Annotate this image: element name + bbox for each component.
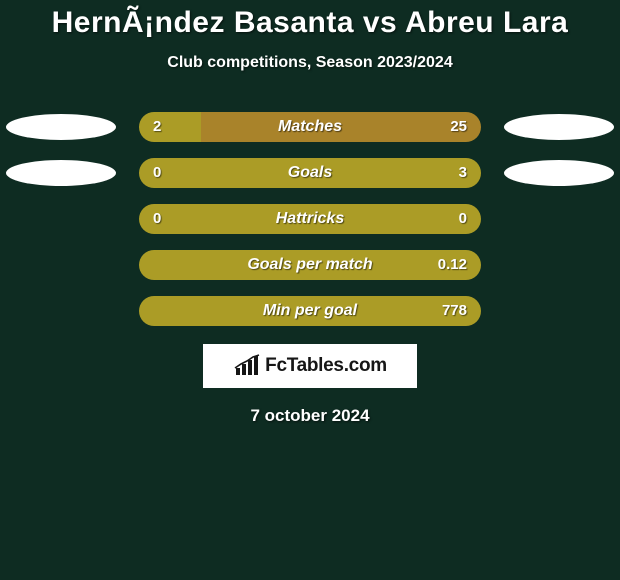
stat-row: 225Matches	[0, 112, 620, 142]
stat-bar: 225Matches	[139, 112, 481, 142]
chart-icon	[233, 354, 261, 378]
stat-row: 0.12Goals per match	[0, 250, 620, 280]
stats-container: 225Matches 03Goals 00Hattricks 0.12Goals pe…	[0, 112, 620, 326]
stat-bar: 0.12Goals per match	[139, 250, 481, 280]
avatar-ellipse-left	[6, 114, 116, 140]
stat-label: Min per goal	[139, 296, 481, 326]
logo-text: FcTables.com	[265, 355, 387, 377]
stat-bar: 778Min per goal	[139, 296, 481, 326]
avatar-ellipse-right	[504, 114, 614, 140]
stat-label: Goals per match	[139, 250, 481, 280]
stat-bar: 03Goals	[139, 158, 481, 188]
logo-box: FcTables.com	[203, 344, 417, 388]
date-label: 7 october 2024	[0, 406, 620, 426]
subtitle: Club competitions, Season 2023/2024	[0, 54, 620, 72]
stat-row: 00Hattricks	[0, 204, 620, 234]
stat-row: 778Min per goal	[0, 296, 620, 326]
avatar-ellipse-left	[6, 160, 116, 186]
page-title: HernÃ¡ndez Basanta vs Abreu Lara	[0, 0, 620, 40]
stat-bar: 00Hattricks	[139, 204, 481, 234]
stat-label: Hattricks	[139, 204, 481, 234]
avatar-ellipse-right	[504, 160, 614, 186]
stat-label: Matches	[139, 112, 481, 142]
stat-row: 03Goals	[0, 158, 620, 188]
stat-label: Goals	[139, 158, 481, 188]
